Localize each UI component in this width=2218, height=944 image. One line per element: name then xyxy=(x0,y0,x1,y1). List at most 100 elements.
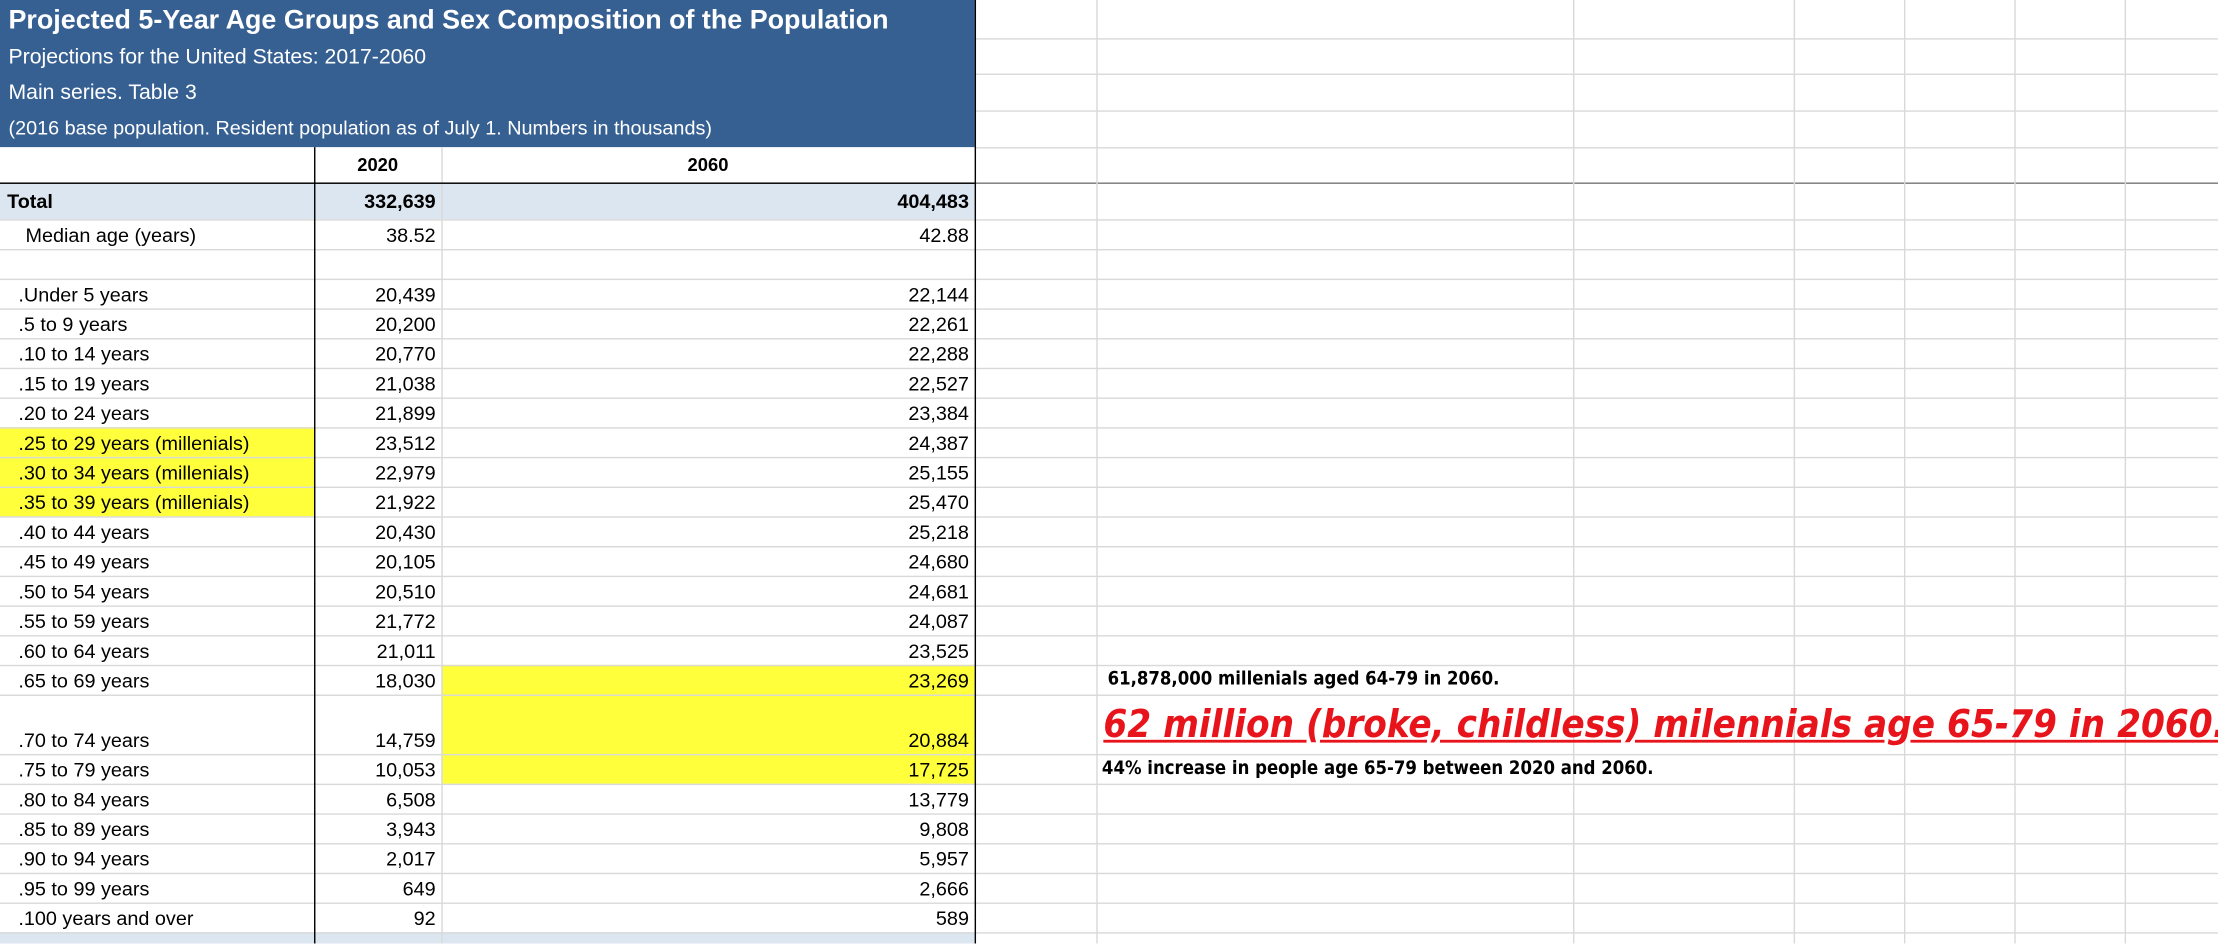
highlight xyxy=(441,753,975,784)
grid-line xyxy=(0,813,2218,815)
grid-line xyxy=(0,248,2218,251)
cell-value: 9,808 xyxy=(919,816,969,840)
cell-value: 20,439 xyxy=(375,282,436,305)
grid-line xyxy=(0,516,2218,518)
cell-value: 22,527 xyxy=(908,371,969,394)
row-label: .65 to 69 years xyxy=(18,668,150,692)
grid-line xyxy=(0,635,2218,637)
row-label: .85 to 89 years xyxy=(18,816,150,840)
cell-value: 18,030 xyxy=(375,668,436,692)
highlight xyxy=(0,456,315,487)
cell-value: 42.88 xyxy=(919,222,969,246)
cell-value: 38.52 xyxy=(386,222,436,246)
grid-line xyxy=(1096,0,1098,944)
cell-value: 6,508 xyxy=(386,787,436,810)
table-border xyxy=(314,147,316,944)
cell-value: 20,770 xyxy=(375,341,436,365)
grid-line xyxy=(0,932,2218,934)
cell-value: 332,639 xyxy=(364,189,436,213)
cell-value: 22,979 xyxy=(375,460,436,484)
cell-value: 23,525 xyxy=(908,638,969,662)
cell-value: 13,779 xyxy=(908,787,969,810)
highlight xyxy=(0,486,315,517)
grid-line xyxy=(0,605,2218,607)
cell-value: 24,680 xyxy=(908,549,969,573)
cell-value: 21,772 xyxy=(375,608,436,632)
grid-line xyxy=(0,308,2218,310)
cell-value: 649 xyxy=(402,876,436,899)
cell-value: 21,899 xyxy=(375,401,436,424)
grid-line xyxy=(1793,0,1796,944)
cell-value: 23,269 xyxy=(908,668,969,692)
grid-line xyxy=(974,110,2218,112)
total-band xyxy=(0,932,975,944)
title: Projected 5-Year Age Groups and Sex Comp… xyxy=(8,5,889,36)
series-label: Main series. Table 3 xyxy=(8,80,197,105)
annotation: 44% increase in people age 65-79 between… xyxy=(1101,758,1654,780)
cell-value: 404,483 xyxy=(897,189,969,213)
cell-value: 92 xyxy=(413,906,436,929)
cell-value: 17,725 xyxy=(908,757,969,781)
cell-value: 20,430 xyxy=(375,519,436,543)
grid-line xyxy=(0,219,2218,221)
table-border xyxy=(974,0,977,944)
grid-line xyxy=(0,575,2218,578)
cell-value: 21,922 xyxy=(375,490,436,513)
grid-line xyxy=(0,843,2218,845)
cell-value: 24,681 xyxy=(908,579,969,602)
grid-line xyxy=(974,38,2218,40)
grid-line xyxy=(0,338,2218,340)
row-label: Total xyxy=(7,189,53,213)
cell-value: 24,387 xyxy=(908,430,969,454)
row-label: .20 to 24 years xyxy=(18,401,150,424)
cell-value: 5,957 xyxy=(919,846,969,870)
row-label: .90 to 94 years xyxy=(18,846,150,870)
cell-value: 22,288 xyxy=(908,341,969,365)
row-label: .55 to 59 years xyxy=(18,608,150,632)
cell-value: 20,510 xyxy=(375,579,436,602)
grid-line xyxy=(0,694,2218,696)
cell-value: 22,261 xyxy=(908,311,969,335)
cell-value: 22,144 xyxy=(908,282,969,305)
cell-value: 14,759 xyxy=(375,728,436,752)
grid-line xyxy=(441,147,443,944)
cell-value: 2,017 xyxy=(386,846,436,870)
grid-line xyxy=(974,73,2218,75)
grid-line xyxy=(1572,0,1575,944)
cell-value: 25,218 xyxy=(908,519,969,543)
cell-value: 21,011 xyxy=(376,638,436,662)
grid-line xyxy=(1903,0,1906,944)
header-band xyxy=(0,0,975,148)
grid-line xyxy=(0,902,2218,904)
grid-line xyxy=(0,783,2218,786)
row-label: .40 to 44 years xyxy=(18,519,150,543)
cell-value: 10,053 xyxy=(375,757,436,781)
grid-line xyxy=(0,397,2218,399)
highlight xyxy=(441,664,975,695)
grid-line xyxy=(2014,0,2016,944)
cell-value: 24,087 xyxy=(908,608,969,632)
grid-line xyxy=(0,753,2218,756)
row-label: .70 to 74 years xyxy=(18,728,150,752)
base-note: (2016 base population. Resident populati… xyxy=(8,115,712,139)
row-label: .10 to 14 years xyxy=(18,341,150,365)
highlight xyxy=(0,427,315,457)
column-header: 2020 xyxy=(357,154,399,176)
cell-value: 20,200 xyxy=(375,311,436,335)
row-label: .100 years and over xyxy=(18,906,194,929)
cell-value: 3,943 xyxy=(386,816,436,840)
grid-line xyxy=(0,872,2218,875)
cell-value: 25,470 xyxy=(908,490,969,513)
row-label: .5 to 9 years xyxy=(18,311,128,335)
grid-line xyxy=(0,427,2218,429)
highlight xyxy=(441,694,975,754)
row-label: .60 to 64 years xyxy=(18,638,150,662)
grid-line xyxy=(0,182,2218,184)
row-label: .50 to 54 years xyxy=(18,579,150,602)
cell-value: 20,105 xyxy=(375,549,436,573)
grid-line xyxy=(974,147,2218,149)
cell-value: 20,884 xyxy=(908,728,969,752)
grid-line xyxy=(0,664,2218,667)
